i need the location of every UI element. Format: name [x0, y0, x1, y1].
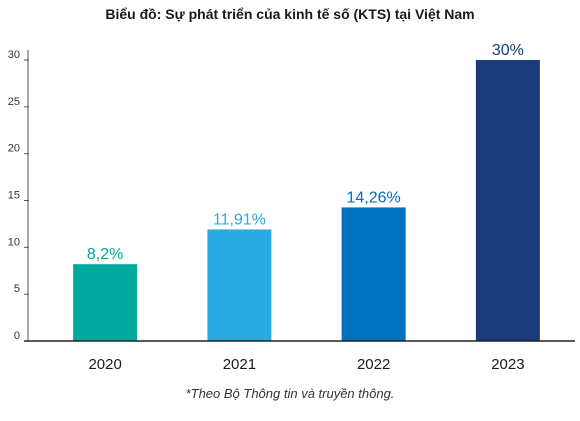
- data-label-2023: 30%: [492, 42, 524, 59]
- data-label-2022: 14,26%: [346, 189, 400, 206]
- bar-2023: [475, 60, 540, 341]
- x-tick-label-2021: 2021: [223, 356, 256, 373]
- y-tick-label: 5: [14, 283, 20, 295]
- bar-2020: [73, 264, 138, 341]
- x-tick-label-2020: 2020: [88, 356, 121, 373]
- y-tick-label: 25: [8, 96, 20, 108]
- bars: 8,2% 11,91% 14,26% 30%: [73, 42, 540, 341]
- y-tick-label: 0: [14, 330, 20, 342]
- x-axis: 2020 2021 2022 2023: [24, 340, 575, 373]
- data-label-2021: 11,91%: [213, 211, 266, 228]
- y-tick-label: 20: [8, 143, 20, 155]
- y-tick-label: 10: [8, 236, 20, 248]
- bar-2021: [207, 229, 272, 341]
- y-tick-label: 15: [8, 190, 20, 202]
- x-tick-label-2023: 2023: [491, 356, 524, 373]
- bar-2022: [341, 207, 406, 341]
- x-tick-label-2022: 2022: [357, 356, 390, 373]
- y-axis: 0 5 10 15 20 25 30: [8, 49, 29, 342]
- data-label-2020: 8,2%: [87, 246, 123, 263]
- y-tick-label: 30: [8, 49, 20, 61]
- footnote: *Theo Bộ Thông tin và truyền thông.: [185, 386, 395, 401]
- chart-title: Biểu đồ: Sự phát triển của kinh tế số (K…: [105, 6, 475, 22]
